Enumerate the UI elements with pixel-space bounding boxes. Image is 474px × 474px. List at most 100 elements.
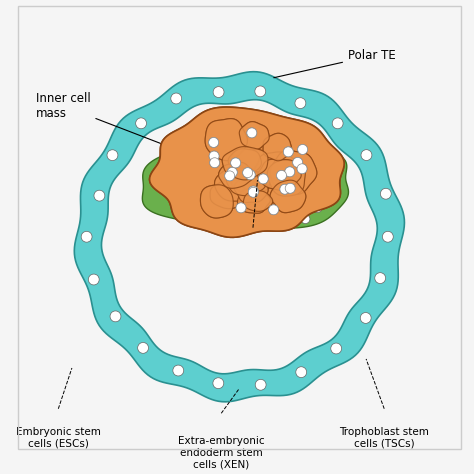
Circle shape: [171, 93, 182, 104]
Circle shape: [248, 186, 258, 196]
Circle shape: [360, 312, 371, 323]
Circle shape: [295, 98, 306, 109]
Polygon shape: [237, 188, 270, 213]
Polygon shape: [270, 180, 306, 213]
Circle shape: [296, 367, 307, 378]
Polygon shape: [149, 107, 344, 237]
Polygon shape: [201, 185, 233, 218]
Circle shape: [110, 311, 121, 322]
Circle shape: [137, 342, 148, 353]
Circle shape: [231, 158, 241, 168]
Polygon shape: [270, 150, 317, 194]
Circle shape: [301, 215, 310, 224]
Circle shape: [199, 204, 208, 213]
Circle shape: [225, 171, 235, 181]
Circle shape: [107, 150, 118, 161]
Polygon shape: [228, 149, 261, 173]
Polygon shape: [210, 180, 255, 209]
Polygon shape: [231, 169, 262, 193]
Circle shape: [312, 183, 321, 192]
Circle shape: [285, 167, 295, 177]
Circle shape: [225, 171, 235, 181]
Text: Extra-embryonic
endoderm stem
cells (XEN): Extra-embryonic endoderm stem cells (XEN…: [178, 436, 264, 469]
Circle shape: [245, 170, 255, 180]
Circle shape: [213, 87, 224, 98]
Polygon shape: [270, 180, 306, 213]
Polygon shape: [101, 100, 377, 374]
Circle shape: [280, 184, 290, 194]
Circle shape: [269, 205, 279, 215]
Polygon shape: [227, 170, 265, 196]
Text: Polar TE: Polar TE: [274, 49, 396, 78]
Polygon shape: [270, 150, 317, 194]
Polygon shape: [255, 152, 297, 180]
Polygon shape: [227, 170, 265, 196]
Circle shape: [209, 137, 219, 147]
Circle shape: [247, 128, 257, 138]
Circle shape: [332, 118, 343, 129]
Circle shape: [292, 157, 302, 167]
Circle shape: [228, 167, 237, 177]
Circle shape: [209, 151, 219, 161]
Polygon shape: [222, 146, 268, 180]
Circle shape: [136, 118, 146, 129]
Text: Primitive
endoderm: Primitive endoderm: [223, 200, 283, 228]
Circle shape: [274, 210, 283, 219]
Circle shape: [88, 274, 99, 285]
Polygon shape: [222, 146, 268, 180]
Polygon shape: [231, 169, 262, 193]
Circle shape: [258, 174, 268, 184]
Circle shape: [213, 378, 224, 389]
Polygon shape: [234, 173, 268, 202]
Circle shape: [326, 182, 335, 191]
Circle shape: [243, 168, 253, 178]
Circle shape: [283, 147, 293, 157]
Circle shape: [231, 158, 241, 168]
Circle shape: [173, 365, 184, 376]
Polygon shape: [215, 166, 257, 201]
Circle shape: [375, 273, 386, 283]
Circle shape: [277, 211, 286, 220]
Circle shape: [285, 183, 295, 193]
Polygon shape: [237, 188, 270, 213]
Circle shape: [381, 188, 391, 199]
Circle shape: [255, 379, 266, 390]
Circle shape: [298, 145, 308, 155]
Circle shape: [243, 168, 253, 178]
Polygon shape: [74, 72, 404, 402]
Circle shape: [234, 212, 243, 221]
Circle shape: [81, 231, 92, 242]
Polygon shape: [142, 135, 348, 233]
Polygon shape: [255, 152, 297, 180]
Circle shape: [258, 174, 268, 184]
Polygon shape: [219, 163, 255, 188]
Circle shape: [245, 170, 255, 180]
Circle shape: [210, 158, 219, 168]
Polygon shape: [258, 159, 301, 191]
Circle shape: [285, 167, 295, 177]
Circle shape: [236, 203, 246, 213]
Polygon shape: [234, 173, 268, 202]
Circle shape: [209, 151, 219, 161]
Polygon shape: [201, 185, 233, 218]
Polygon shape: [239, 122, 269, 149]
Circle shape: [265, 218, 274, 227]
Circle shape: [361, 150, 372, 161]
Circle shape: [283, 147, 293, 157]
Polygon shape: [219, 163, 255, 188]
Circle shape: [228, 167, 237, 177]
Circle shape: [280, 184, 290, 194]
Polygon shape: [205, 118, 247, 161]
Circle shape: [269, 205, 279, 215]
Circle shape: [94, 190, 105, 201]
Circle shape: [210, 158, 219, 168]
Circle shape: [310, 197, 319, 206]
Circle shape: [276, 171, 286, 181]
Polygon shape: [149, 107, 344, 237]
Polygon shape: [258, 159, 301, 191]
Circle shape: [248, 187, 258, 197]
Circle shape: [181, 201, 190, 210]
Circle shape: [331, 343, 342, 354]
Polygon shape: [215, 166, 257, 201]
Circle shape: [247, 128, 257, 138]
